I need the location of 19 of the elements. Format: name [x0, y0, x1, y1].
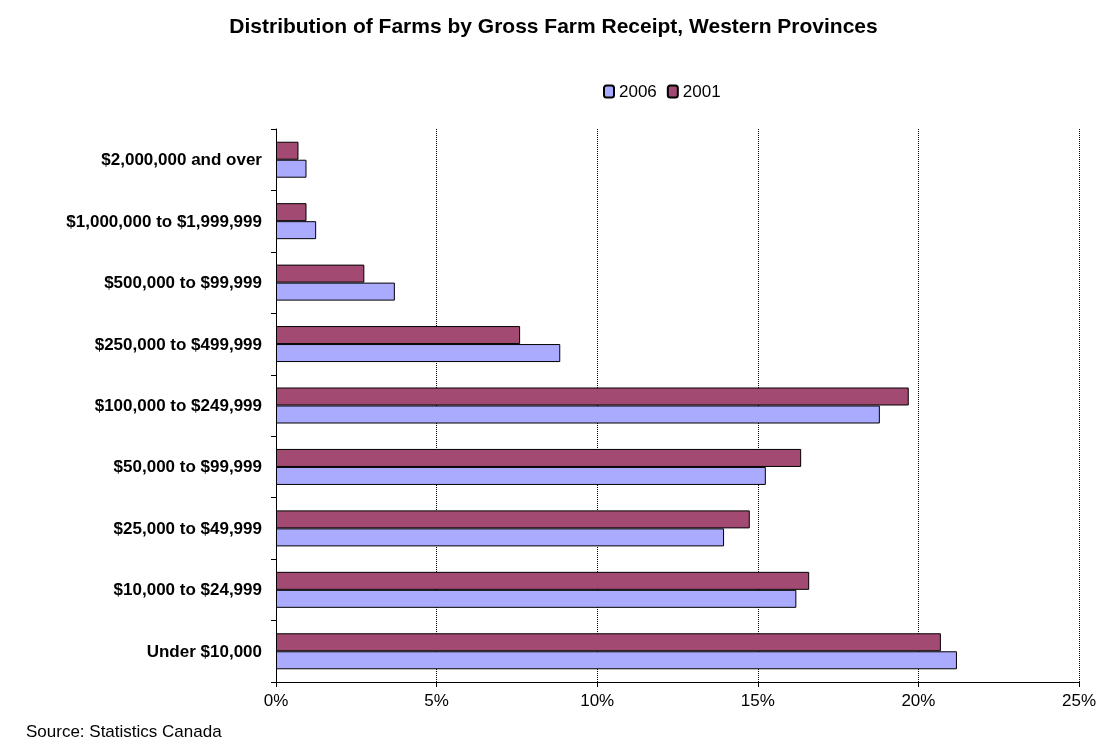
legend-label: 2006: [619, 82, 657, 101]
x-tick-label: 25%: [1061, 691, 1097, 710]
legend-label: 2001: [682, 82, 721, 101]
y-tick-label: $25,000 to $49,999: [113, 518, 262, 538]
y-tick-label: $100,000 to $249,999: [94, 396, 262, 415]
y-tick-label: $50,000 to $99,999: [113, 457, 262, 477]
x-tick-label: 20%: [901, 691, 936, 710]
x-tick-label: 10%: [580, 691, 615, 710]
y-tick-label: $2,000,000 and over: [101, 150, 263, 170]
y-tick-label: $250,000 to $499,999: [94, 334, 262, 354]
x-tick-label: 0%: [263, 691, 289, 710]
x-tick-label: 15%: [740, 691, 775, 710]
chart-title: Distribution of Farms by Gross Farm Receipt, Western Provinces: [229, 14, 878, 37]
source-note: Source: Statistics Canada: [26, 722, 223, 740]
x-tick-label: 5%: [424, 691, 449, 710]
y-tick-label: $10,000 to $24,999: [113, 580, 262, 600]
y-tick-label: $500,000 to $99,999: [104, 273, 262, 293]
y-tick-label: $1,000,000 to $1,999,999: [66, 211, 262, 231]
y-tick-label: Under $10,000: [146, 641, 262, 661]
